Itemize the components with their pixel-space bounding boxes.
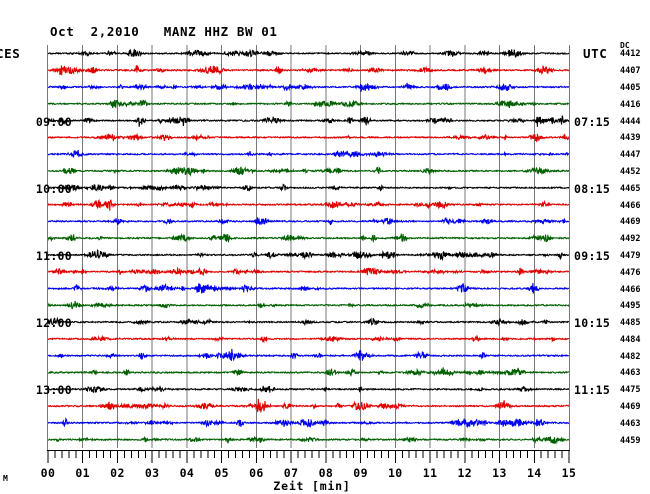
row-dc-value: 4439 (620, 133, 641, 144)
row-dc-value: 4466 (620, 284, 641, 295)
row-right-time-label: 11:15 (574, 383, 611, 398)
x-tick-label: 11 (422, 466, 438, 480)
row-dc-value: 4459 (620, 435, 641, 446)
row-left-time-label: 12:00 (35, 316, 72, 331)
row-dc-value: 4405 (620, 83, 641, 93)
row-left-time-label: 10:00 (35, 181, 72, 196)
row-dc-value: 4484 (620, 334, 641, 345)
row-dc-value: 4469 (620, 217, 641, 228)
row-dc-value: 4466 (620, 200, 641, 211)
row-dc-value: 4485 (620, 318, 641, 329)
x-tick-label: 12 (457, 466, 473, 480)
row-right-time-label: 07:15 (574, 114, 611, 129)
row-dc-value: 4476 (620, 267, 641, 278)
x-tick-label: 09 (353, 466, 368, 480)
row-left-time-label: 11:00 (35, 248, 72, 263)
row-dc-value: 4463 (620, 418, 641, 429)
row-dc-value: 4452 (620, 166, 641, 177)
row-dc-value: 4479 (620, 250, 641, 261)
row-dc-value: 4407 (620, 66, 641, 77)
row-dc-value: 4416 (620, 99, 641, 110)
row-dc-value: 4475 (620, 385, 641, 396)
left-timezone-label: CES (0, 46, 21, 61)
row-right-time-label: 10:15 (574, 316, 611, 331)
page-title: Oct 2,2010 MANZ HHZ BW 01 (50, 24, 278, 39)
row-left-time-label: 09:00 (35, 114, 72, 129)
x-axis-ticks (47, 450, 570, 466)
dc-column-header: DC (620, 41, 630, 50)
x-axis-title: Zeit [min] (0, 479, 650, 493)
x-tick-label: 02 (110, 466, 125, 480)
row-dc-value: 4412 (620, 49, 641, 60)
x-tick-label: 00 (40, 466, 56, 480)
x-tick-label: 08 (318, 466, 334, 480)
x-axis-tick-labels: 00 01 02 03 04 05 06 07 08 09 10 11 12 13 14 15 (0, 466, 650, 480)
seismogram-traces (48, 45, 569, 448)
x-tick-label: 13 (492, 466, 507, 480)
trace-canvas (47, 45, 570, 450)
row-dc-value: 4495 (620, 301, 641, 312)
x-tick-label: 03 (144, 466, 160, 480)
row-dc-value: 4492 (620, 234, 641, 245)
row-dc-value: 4469 (620, 402, 641, 412)
x-tick-label: 10 (387, 466, 403, 480)
row-dc-value: 4482 (620, 351, 641, 362)
x-tick-label: 06 (249, 466, 264, 480)
row-right-time-label: 08:15 (574, 181, 611, 196)
row-dc-value: 4444 (620, 116, 641, 127)
row-left-time-label: 13:00 (35, 383, 72, 398)
row-dc-value: 4447 (620, 150, 641, 161)
x-tick-label: 04 (179, 466, 195, 480)
row-dc-value: 4465 (620, 183, 641, 194)
x-tick-label: 14 (526, 466, 542, 480)
corner-mark: M (3, 474, 8, 483)
x-tick-label: 01 (75, 466, 91, 480)
x-tick-label: 05 (214, 466, 230, 480)
x-tick-label: 07 (283, 466, 299, 480)
x-axis-title-text: Zeit [min] (273, 479, 351, 493)
row-dc-value: 4463 (620, 368, 641, 379)
x-tick-label: 15 (561, 466, 577, 480)
row-right-time-label: 09:15 (574, 248, 611, 263)
right-timezone-label: UTC (583, 46, 608, 61)
